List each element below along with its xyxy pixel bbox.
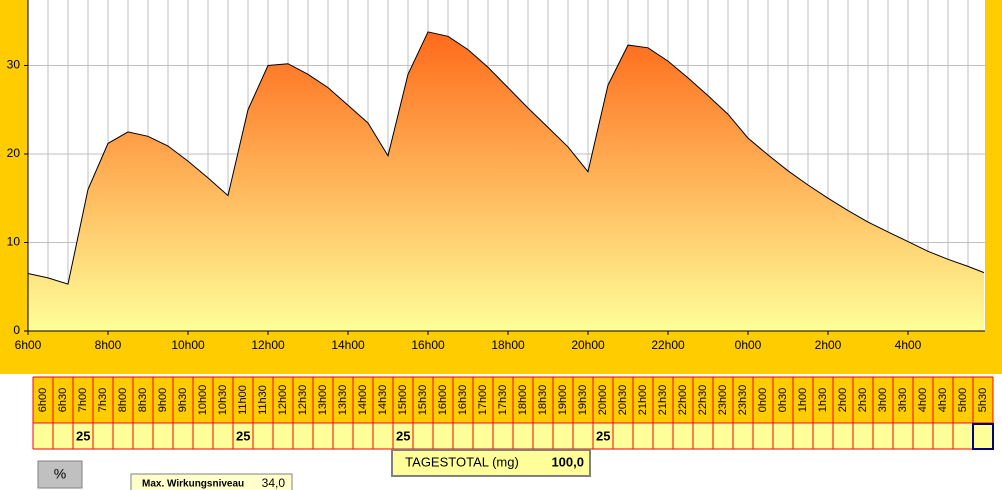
column-header: 5h00 [957,388,969,412]
column-header: 10h00 [197,385,209,416]
column-header: 2h00 [837,388,849,412]
column-header: 1h00 [797,388,809,412]
x-tick-label: 10h00 [171,338,205,352]
column-header: 21h30 [657,385,669,416]
column-header: 8h30 [137,388,149,412]
column-header: 7h00 [77,388,89,412]
x-tick-label: 20h00 [571,338,605,352]
column-header: 12h30 [297,385,309,416]
column-header: 15h30 [417,385,429,416]
column-header: 2h30 [857,388,869,412]
area-outline [27,31,985,285]
column-header: 12h00 [277,385,289,416]
selected-cell [972,423,994,450]
dose-value: 25 [396,428,410,443]
x-tick-label: 14h00 [331,338,365,352]
column-header: 4h00 [917,388,929,412]
column-header: 6h00 [37,388,49,412]
percent-button[interactable] [37,460,83,489]
max-value: 34,0 [262,476,286,490]
column-header: 11h00 [237,385,249,415]
max-label: Max. Wirkungsniveau [142,479,244,490]
column-header: 3h00 [877,388,889,412]
y-tick-label: 10 [7,235,21,249]
x-tick-label: 0h00 [735,338,762,352]
column-header: 5h30 [977,388,989,412]
column-header: 14h00 [357,385,369,416]
column-header: 9h30 [177,388,189,412]
column-header: 8h00 [117,388,129,412]
column-header: 11h30 [257,385,269,415]
x-tick-label: 4h00 [895,338,922,352]
column-header: 20h30 [617,385,629,416]
column-header: 19h30 [577,385,589,416]
column-header: 20h00 [597,385,609,416]
total-box [391,449,591,477]
column-header: 17h30 [497,385,509,416]
column-header: 1h30 [817,388,829,412]
column-header: 7h30 [97,388,109,412]
y-tick-label: 30 [7,58,21,72]
column-header: 23h00 [717,385,729,416]
column-header: 15h00 [397,385,409,416]
x-tick-label: 16h00 [411,338,445,352]
percent-button-label[interactable]: % [54,466,66,482]
area [28,31,984,332]
column-header: 13h30 [337,385,349,416]
x-tick-label: 12h00 [251,338,285,352]
column-header: 18h30 [537,385,549,416]
column-header: 22h00 [677,385,689,416]
column-header: 21h00 [637,385,649,416]
column-header: 6h30 [57,388,69,412]
column-header: 3h30 [897,388,909,412]
x-tick-label: 6h00 [15,338,42,352]
dose-value: 25 [236,428,250,443]
column-header: 0h30 [777,388,789,412]
column-header: 22h30 [697,385,709,416]
dose-value: 25 [76,428,90,443]
column-header: 14h30 [377,385,389,416]
max-box [130,473,293,490]
column-header: 23h30 [737,385,749,416]
total-label: TAGESTOTAL (mg) [405,454,519,469]
column-header: 16h30 [457,385,469,416]
x-tick-label: 18h00 [491,338,525,352]
dose-value: 25 [596,428,610,443]
x-tick-label: 22h00 [651,338,685,352]
column-header: 18h00 [517,385,529,416]
column-header: 19h00 [557,385,569,416]
y-tick-label: 0 [13,323,20,337]
column-header: 10h30 [217,385,229,416]
column-header: 0h00 [757,388,769,412]
x-tick-label: 8h00 [95,338,122,352]
column-header: 9h00 [157,388,169,412]
column-header: 4h30 [937,388,949,412]
x-tick-label: 2h00 [815,338,842,352]
column-header: 16h00 [437,385,449,416]
total-value: 100,0 [551,454,584,469]
y-tick-label: 20 [7,146,21,160]
column-header: 13h00 [317,385,329,416]
column-header: 17h00 [477,385,489,416]
